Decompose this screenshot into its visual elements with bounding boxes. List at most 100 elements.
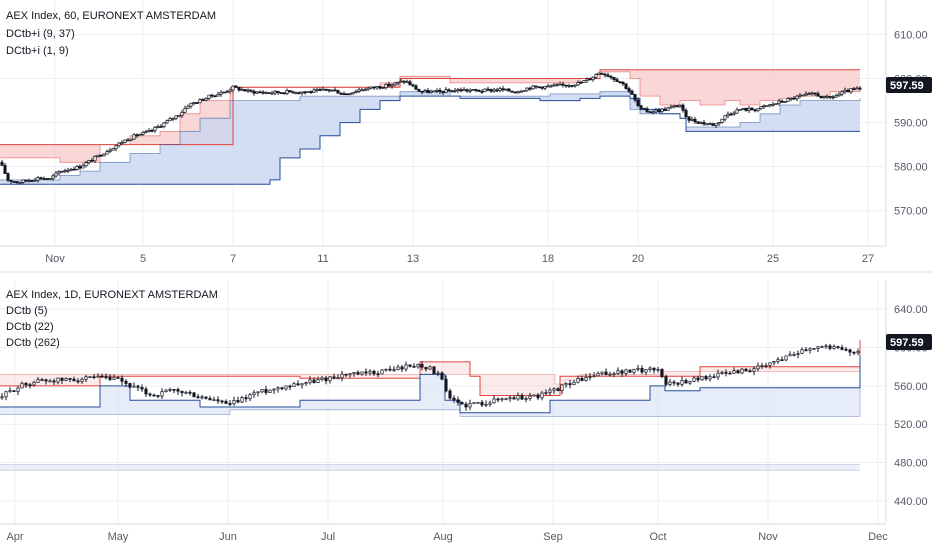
candle: [580, 378, 584, 381]
candle: [156, 395, 160, 397]
candle: [852, 351, 856, 354]
candle: [456, 89, 460, 92]
candle: [45, 178, 49, 180]
x-tick-label: Aug: [433, 531, 453, 543]
candle: [459, 89, 463, 92]
candle: [772, 361, 776, 364]
candle: [309, 91, 313, 93]
candle: [208, 397, 212, 401]
candle: [468, 403, 472, 408]
candle: [381, 87, 385, 90]
candle: [240, 89, 244, 91]
candle: [342, 93, 346, 96]
candle: [696, 377, 700, 381]
candle: [765, 105, 769, 108]
candle: [760, 365, 764, 367]
candle: [704, 375, 708, 380]
candle: [64, 378, 68, 381]
candle: [219, 91, 223, 95]
candle: [660, 108, 664, 112]
candle: [696, 121, 700, 124]
candle: [848, 349, 852, 353]
candle: [80, 378, 84, 382]
candle: [555, 84, 559, 87]
candle: [840, 91, 844, 95]
candle: [552, 84, 556, 87]
candle: [213, 95, 217, 98]
candle: [564, 383, 568, 386]
candle: [501, 88, 505, 91]
candle: [360, 89, 364, 92]
candle: [36, 177, 40, 181]
candle: [628, 369, 632, 373]
candle: [668, 381, 672, 385]
candle: [447, 89, 451, 92]
candle: [60, 377, 64, 381]
candle: [483, 88, 487, 92]
candle: [536, 394, 540, 399]
candle: [693, 118, 697, 123]
candle: [356, 372, 360, 375]
candle: [684, 380, 688, 384]
candle: [768, 104, 772, 107]
candle: [608, 373, 612, 376]
panel-1d-bands: [0, 339, 861, 471]
candle: [708, 376, 712, 380]
candle: [284, 385, 288, 390]
candle: [144, 388, 148, 395]
candle: [354, 91, 358, 93]
candle: [344, 373, 348, 376]
candle: [852, 88, 856, 91]
candle: [105, 151, 109, 155]
candle: [236, 400, 240, 403]
candle: [492, 398, 496, 404]
candle: [264, 389, 268, 393]
candle: [788, 354, 792, 357]
candle: [669, 106, 673, 109]
candle: [558, 83, 562, 86]
panel-60m-bands: [0, 69, 861, 185]
candle: [687, 116, 691, 121]
panel-1d-indicator-1: DCtb (5): [6, 305, 48, 317]
candle: [222, 91, 226, 94]
candle: [272, 388, 276, 391]
candle: [657, 109, 661, 112]
candle: [834, 95, 838, 98]
candle: [333, 89, 337, 92]
candle: [132, 134, 136, 140]
candle: [196, 396, 200, 399]
candle: [288, 90, 292, 93]
candle: [640, 367, 644, 373]
y-tick-label: 570.00: [894, 206, 928, 218]
candle: [729, 113, 733, 116]
candle: [405, 81, 409, 84]
candle: [66, 169, 70, 172]
candle: [534, 85, 538, 88]
candle: [768, 362, 772, 366]
candle: [140, 387, 144, 390]
candle: [597, 72, 601, 75]
candle: [180, 111, 184, 116]
candle: [408, 364, 412, 367]
candle: [576, 82, 580, 86]
x-tick-label: May: [108, 531, 129, 543]
candle: [450, 90, 454, 93]
candle: [153, 126, 157, 131]
candle: [224, 401, 228, 404]
candle: [690, 118, 694, 121]
candle: [604, 371, 608, 375]
candle: [448, 390, 452, 399]
candle: [120, 142, 124, 145]
candle: [123, 139, 127, 144]
candle: [432, 90, 436, 93]
candle: [177, 115, 181, 117]
candle: [780, 100, 784, 103]
panel-1d-indicator-3: DCtb (262): [6, 337, 60, 349]
candle: [480, 91, 484, 93]
candle: [369, 86, 373, 89]
candle: [72, 168, 76, 171]
candle: [582, 80, 586, 83]
candle: [93, 156, 97, 162]
candle: [384, 83, 388, 89]
